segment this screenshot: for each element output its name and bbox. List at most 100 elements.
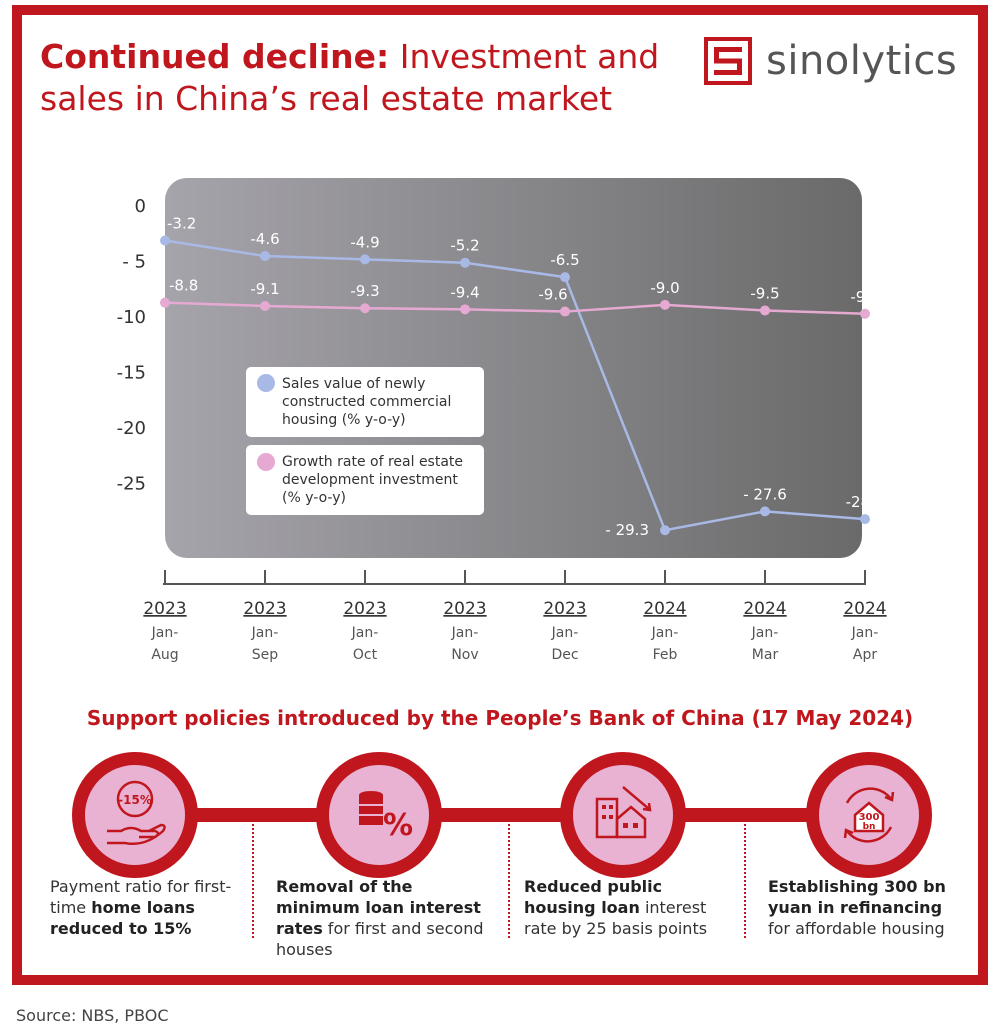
x-tick-year: 2024: [643, 599, 686, 619]
x-tick-period-end: Sep: [252, 647, 279, 663]
policy-divider-3: [744, 812, 746, 938]
x-tick-year: 2023: [143, 599, 186, 619]
policy-text-refinancing: Establishing 300 bn yuan in refinancing …: [768, 877, 946, 938]
data-point: [360, 303, 370, 314]
x-tick-period-start: Jan-: [651, 625, 679, 641]
data-point: [260, 251, 270, 262]
title-bold: Continued decline:: [40, 37, 390, 76]
policy-divider-2: [508, 812, 510, 938]
data-label: -8.8: [169, 277, 198, 295]
refinance-unit: bn: [863, 822, 876, 832]
series-line-investment: [164, 301, 866, 316]
x-tick-period-end: Feb: [653, 647, 678, 663]
data-point: [260, 301, 270, 312]
data-point: [760, 305, 770, 316]
y-tick-label: -20: [117, 418, 146, 439]
y-tick-label: -25: [117, 474, 146, 495]
data-point: [460, 257, 470, 268]
data-point: [160, 235, 170, 246]
data-point: [560, 272, 570, 283]
x-tick-period-end: Mar: [752, 647, 779, 663]
discount-badge: -15%: [118, 793, 152, 807]
houses-down-arrow-icon: [595, 786, 652, 839]
x-tick-year: 2024: [843, 599, 886, 619]
y-tick-label: -10: [117, 307, 146, 328]
x-tick-year: 2023: [443, 599, 486, 619]
x-tick-period-start: Jan-: [551, 625, 579, 641]
legend-sales-line3: housing (% y-o-y): [282, 412, 406, 428]
policies-connector-bar: [90, 808, 910, 822]
data-label: -28.3: [846, 493, 885, 511]
x-tick-year: 2023: [343, 599, 386, 619]
policy-circle-home-loans: -15%: [72, 752, 198, 878]
legend-swatch-sales: [257, 374, 275, 392]
svg-text:%: %: [383, 808, 413, 843]
data-point: [360, 254, 370, 265]
brand-logo: sinolytics: [704, 36, 957, 86]
legend-investment-line1: Growth rate of real estate: [282, 454, 463, 470]
legend-box-sales: [246, 367, 484, 437]
x-tick-period-end: Apr: [853, 647, 877, 663]
chart-legend: Sales value of newly constructed commerc…: [246, 367, 484, 515]
data-point: [760, 506, 770, 517]
policy-text-home-loans: Payment ratio for first-time home loans …: [50, 877, 232, 938]
policy-text-housing-loan: Reduced public housing loan interest rat…: [524, 877, 708, 938]
legend-sales-line2: constructed commercial: [282, 394, 451, 410]
data-label: -4.6: [250, 230, 279, 248]
data-point: [660, 525, 670, 536]
data-label: -9.0: [650, 279, 679, 297]
title-rest: Investment and sales in China’s real est…: [40, 37, 660, 118]
data-label: - 29.3: [605, 521, 649, 539]
legend-box-investment: [246, 445, 484, 515]
data-label: -6.5: [550, 251, 579, 269]
data-label: -9.6: [538, 286, 567, 304]
policies-title: Support policies introduced by the Peopl…: [86, 706, 914, 730]
x-tick-period-end: Aug: [151, 647, 178, 663]
line-chart: 0 - 5 -10 -15 -20 -25 2023 Jan- Aug 2023 Jan- Sep 2…: [117, 178, 887, 663]
page-title: Continued decline: Investment and sales …: [40, 36, 680, 120]
data-label: -5.2: [450, 237, 479, 255]
brand-name: sinolytics: [766, 38, 958, 84]
x-tick-period-start: Jan-: [451, 625, 479, 641]
policy-text-interest-rates: Removal of the minimum loan interest rat…: [276, 877, 484, 959]
data-point: [860, 514, 870, 525]
policy-divider-1: [252, 812, 254, 938]
policy-circle-housing-loan: [560, 752, 686, 878]
x-tick-period-start: Jan-: [751, 625, 779, 641]
x-tick-period-end: Nov: [451, 647, 478, 663]
x-tick-period-start: Jan-: [351, 625, 379, 641]
x-tick-period-end: Oct: [353, 647, 378, 663]
legend-investment-line2: development investment: [282, 472, 458, 488]
data-point: [860, 308, 870, 319]
y-tick-label: - 5: [122, 252, 146, 273]
data-label: -3.2: [167, 215, 196, 233]
data-point: [560, 306, 570, 317]
y-tick-label: -15: [117, 363, 146, 384]
policy-circle-interest-rates: %: [316, 752, 442, 878]
data-point: [160, 297, 170, 308]
refinance-amount: 300: [859, 812, 880, 823]
y-tick-label: 0: [135, 196, 146, 217]
hand-discount-icon: -15%: [107, 780, 166, 845]
series-line-sales: [164, 239, 866, 532]
x-tick-period-end: Dec: [551, 647, 578, 663]
coins-percent-icon: %: [359, 791, 413, 843]
x-tick-period-start: Jan-: [851, 625, 879, 641]
x-tick-year: 2024: [743, 599, 786, 619]
x-tick-period-start: Jan-: [151, 625, 179, 641]
data-label: -9.5: [750, 284, 779, 302]
data-point: [460, 304, 470, 315]
x-tick-year: 2023: [543, 599, 586, 619]
legend-swatch-investment: [257, 453, 275, 471]
data-label: -4.9: [350, 233, 379, 251]
sinolytics-logo-icon: [704, 37, 752, 85]
data-point: [660, 299, 670, 310]
source-note: Source: NBS, PBOC: [16, 1006, 169, 1025]
x-tick-year: 2023: [243, 599, 286, 619]
data-label: -9.4: [450, 283, 479, 301]
data-label: -9.3: [350, 282, 379, 300]
data-label: -9.8: [850, 288, 879, 306]
legend-sales-line1: Sales value of newly: [282, 376, 425, 392]
legend-investment-line3: (% y-o-y): [282, 490, 346, 506]
refinance-house-icon: 300 bn: [843, 787, 895, 843]
